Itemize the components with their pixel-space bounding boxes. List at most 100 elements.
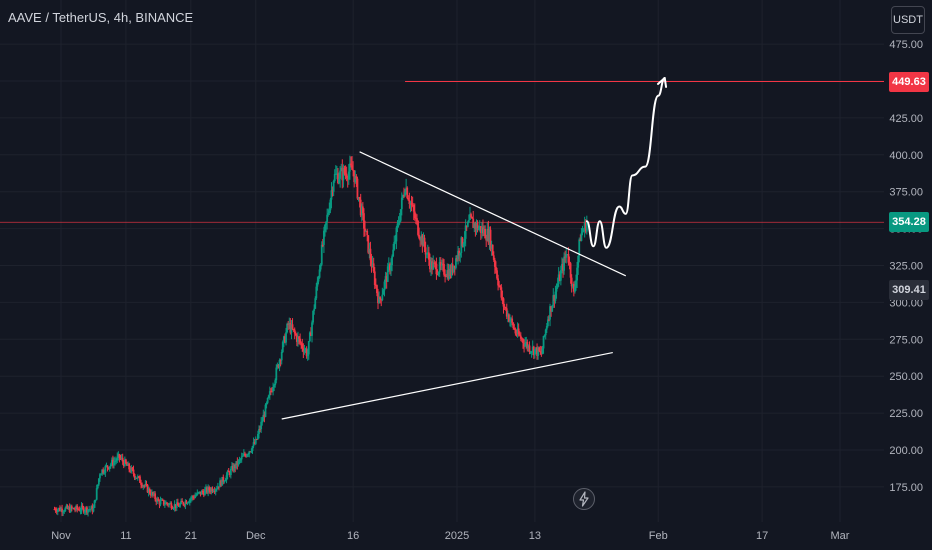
candle-body bbox=[379, 297, 382, 300]
candle-body bbox=[302, 348, 305, 353]
candle-body bbox=[326, 214, 329, 222]
candle-body bbox=[307, 341, 310, 355]
candle-body bbox=[343, 167, 346, 174]
candle-body bbox=[484, 228, 487, 239]
candle-body bbox=[136, 476, 139, 479]
candle-body bbox=[107, 467, 110, 469]
candle-body bbox=[147, 488, 150, 493]
candle-body bbox=[572, 283, 575, 292]
candle-body bbox=[513, 327, 516, 330]
candle-body bbox=[339, 170, 342, 179]
candle-body bbox=[377, 293, 379, 304]
candle-body bbox=[240, 456, 243, 460]
candle-body bbox=[101, 469, 104, 475]
candle-body bbox=[292, 328, 295, 330]
candle-body bbox=[548, 319, 550, 321]
candle-body bbox=[87, 509, 89, 513]
candle-body bbox=[201, 491, 204, 493]
candle-body bbox=[150, 492, 153, 496]
candle-body bbox=[286, 323, 289, 333]
price-tick-label: 375.00 bbox=[889, 187, 923, 199]
candle-body bbox=[345, 173, 348, 178]
candle-body bbox=[254, 439, 257, 444]
candle-body bbox=[330, 190, 333, 200]
candle-body bbox=[300, 342, 303, 344]
candle-body bbox=[110, 459, 113, 465]
candle-body bbox=[581, 231, 584, 234]
candle-body bbox=[366, 230, 369, 236]
candle-body bbox=[511, 318, 514, 323]
candle-body bbox=[79, 510, 82, 512]
drawings-group bbox=[281, 77, 668, 420]
candle-body bbox=[576, 267, 578, 281]
candle-body bbox=[100, 474, 102, 476]
candle-body bbox=[463, 238, 466, 244]
candle-body bbox=[445, 276, 448, 278]
candle-body bbox=[306, 354, 309, 357]
candle-body bbox=[222, 476, 225, 482]
candle-body bbox=[245, 455, 247, 457]
candle-body bbox=[575, 280, 577, 287]
candle-body bbox=[172, 508, 175, 510]
candle-body bbox=[433, 262, 436, 264]
candle-body bbox=[129, 469, 132, 472]
candle-body bbox=[123, 459, 126, 466]
candle-body bbox=[370, 260, 373, 267]
candle-body bbox=[95, 488, 98, 500]
candle-body bbox=[277, 364, 280, 368]
candle-body bbox=[439, 262, 442, 266]
candle-body bbox=[211, 488, 214, 492]
candle-body bbox=[448, 268, 451, 279]
candle-body bbox=[333, 173, 336, 182]
candle-body bbox=[55, 510, 58, 513]
candle-body bbox=[522, 338, 524, 344]
lower-trendline bbox=[281, 351, 613, 420]
horizontal-lines bbox=[0, 81, 884, 223]
candle-body bbox=[312, 310, 314, 323]
candle-body bbox=[558, 274, 561, 281]
lightning-bolt-icon[interactable] bbox=[573, 488, 595, 510]
candle-body bbox=[180, 500, 182, 504]
candle-body bbox=[488, 229, 491, 243]
candle-body bbox=[259, 428, 261, 430]
currency-button[interactable]: USDT bbox=[891, 6, 925, 34]
candle-body bbox=[70, 506, 73, 509]
candle-body bbox=[444, 274, 446, 277]
candle-body bbox=[241, 455, 244, 457]
candle-body bbox=[290, 324, 293, 333]
candle-body bbox=[434, 262, 437, 264]
candle-body bbox=[197, 492, 200, 494]
candle-body bbox=[314, 298, 317, 309]
candle-body bbox=[458, 250, 461, 256]
candle-body bbox=[223, 481, 226, 483]
candle-body bbox=[219, 480, 221, 488]
candle-body bbox=[525, 341, 528, 344]
candle-body bbox=[74, 509, 76, 511]
candle-body bbox=[228, 472, 231, 476]
candle-body bbox=[556, 283, 559, 288]
candle-body bbox=[353, 170, 356, 183]
time-axis[interactable]: Nov 11 21 Dec 16 2025 13 Feb 17 Mar bbox=[51, 530, 850, 542]
candle-body bbox=[182, 502, 185, 505]
candle-body bbox=[417, 220, 419, 235]
candle-body bbox=[325, 221, 327, 225]
candle-body bbox=[504, 307, 507, 309]
candle-body bbox=[186, 502, 189, 504]
candle-body bbox=[117, 454, 120, 457]
candle-body bbox=[97, 478, 100, 485]
candle-body bbox=[461, 237, 464, 246]
candle-body bbox=[135, 477, 138, 479]
candle-body bbox=[105, 465, 108, 467]
candle-body bbox=[438, 262, 441, 273]
candle-body bbox=[247, 454, 250, 456]
candle-body bbox=[233, 464, 236, 472]
candle-body bbox=[159, 500, 162, 505]
candle-body bbox=[380, 299, 383, 301]
candle-body bbox=[518, 334, 521, 336]
candle-body bbox=[564, 256, 567, 258]
candle-body bbox=[205, 487, 207, 490]
candle-body bbox=[574, 286, 576, 292]
candle-body bbox=[212, 491, 215, 493]
candle-body bbox=[514, 329, 517, 334]
